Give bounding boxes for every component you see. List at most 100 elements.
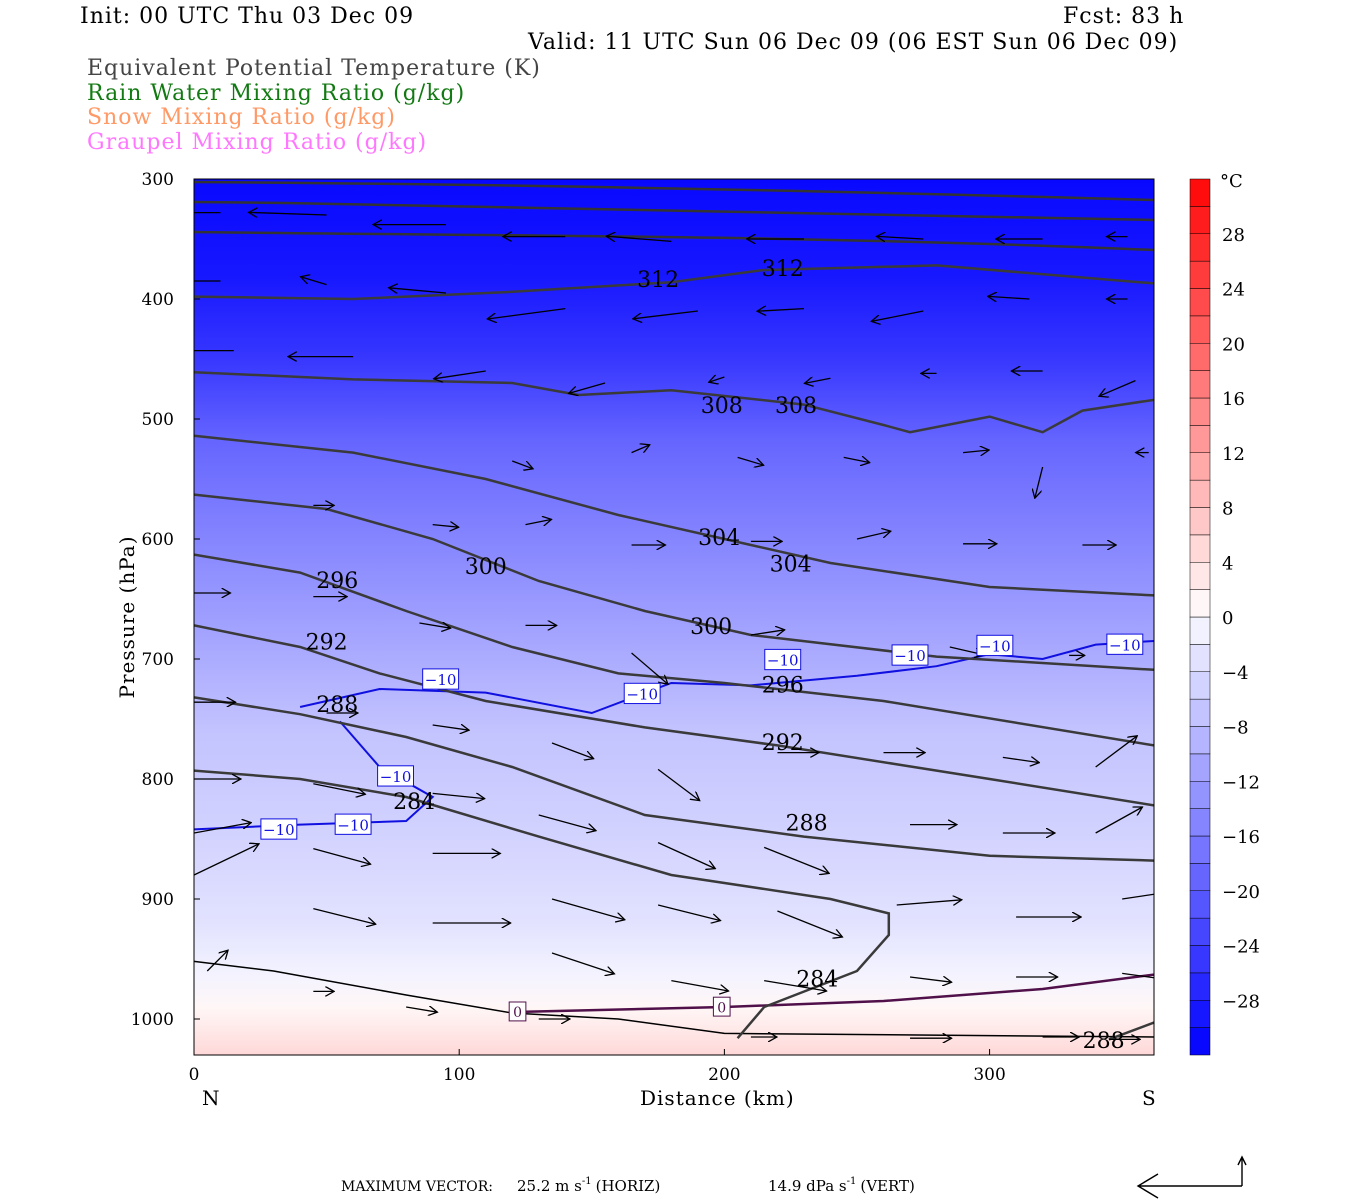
plot-area: −10 −10 −10 −10 −10 −10 −10 −10 −10 0 0 312 312 308 30… — [194, 179, 1154, 1055]
isotherm-label-group: 0 — [712, 996, 731, 1017]
colorbar-bin — [1189, 562, 1211, 590]
legend-graupel: Graupel Mixing Ratio (g/kg) — [87, 130, 428, 155]
isotherm-label-group: −10 — [764, 648, 802, 671]
isotherm-label-box — [891, 644, 929, 666]
colorbar-label: 0 — [1222, 608, 1233, 629]
colorbar-bin — [1189, 644, 1211, 672]
theta-e-label-group: 304 — [770, 552, 812, 577]
theta-e-label-group: 304 — [698, 526, 740, 551]
isotherm-label-box — [422, 668, 460, 690]
y-tick-label: 600 — [142, 530, 174, 550]
colorbar-bin — [1189, 863, 1211, 891]
wind-vector — [432, 793, 485, 798]
wind-vector — [804, 378, 831, 383]
isotherm-label-group: −10 — [260, 818, 298, 840]
colorbar-label: 8 — [1222, 499, 1233, 520]
y-tick-label: 500 — [142, 410, 174, 430]
max-vert-value: 14.9 dPa s-1 (VERT) — [768, 1176, 915, 1195]
isotherm-label: 0 — [513, 1005, 522, 1021]
wind-vector — [1095, 736, 1138, 768]
colorbar-bin — [1189, 397, 1211, 426]
colorbar-bin — [1189, 425, 1211, 453]
wind-vector — [856, 531, 891, 540]
wind-vector — [631, 445, 650, 454]
wind-vector — [1122, 972, 1154, 979]
theta-e-label-group: 312 — [762, 257, 804, 282]
wind-vector — [606, 236, 672, 243]
isotherm-label-group: −10 — [377, 765, 414, 787]
wind-vector — [434, 370, 486, 379]
wind-vector — [406, 1007, 437, 1012]
isotherm-label: −10 — [894, 647, 926, 665]
wind-vector — [657, 904, 720, 921]
colorbar-label: −20 — [1222, 882, 1260, 903]
colorbar-bin — [1189, 1027, 1211, 1056]
colorbar-label: −16 — [1222, 827, 1260, 848]
wind-vector — [249, 212, 327, 215]
theta-e-contour — [1108, 1021, 1154, 1041]
isotherm-label: −10 — [380, 768, 412, 786]
wind-vector — [671, 979, 728, 991]
colorbar-bin — [1189, 808, 1211, 837]
colorbar-bin — [1189, 343, 1211, 371]
plot-frame — [193, 178, 1155, 1056]
isotherm-label: −10 — [979, 638, 1011, 656]
wind-vector — [1002, 757, 1039, 762]
wind-vector — [631, 652, 668, 684]
theta-e-label-group: 300 — [690, 615, 732, 640]
legend-rain: Rain Water Mixing Ratio (g/kg) — [87, 81, 466, 106]
theta-e-label-group: 288 — [316, 693, 358, 718]
colorbar-label: −24 — [1222, 937, 1260, 958]
theta-e-label: 304 — [698, 526, 740, 551]
colorbar-bin — [1189, 233, 1211, 262]
theta-e-contour — [194, 180, 1154, 202]
colorbar-label: 24 — [1222, 280, 1245, 301]
theta-e-label-group: 284 — [796, 968, 838, 993]
theta-e-label: 292 — [306, 630, 348, 655]
colorbar-label: 16 — [1222, 389, 1245, 410]
colorbar-bin — [1189, 726, 1211, 755]
wind-vector — [988, 296, 1030, 299]
isotherm-label: 0 — [717, 1000, 726, 1016]
theta-e-label-group: 288 — [1083, 1029, 1125, 1054]
theta-e-label: 296 — [762, 674, 804, 699]
isotherm-minus10-line — [299, 640, 1154, 715]
north-label: N — [202, 1086, 220, 1110]
wind-vector — [757, 309, 804, 312]
wind-vector — [194, 844, 259, 876]
max-horiz-value: 25.2 m s-1 (HORIZ) — [517, 1176, 660, 1195]
theta-e-label-group: 296 — [762, 674, 804, 699]
theta-e-label-group: 300 — [465, 555, 507, 580]
theta-e-contour — [194, 624, 1154, 807]
colorbar-bin — [1189, 315, 1211, 344]
max-vector-label: MAXIMUM VECTOR: — [341, 1179, 493, 1195]
colorbar-bin — [1189, 945, 1211, 974]
wind-vector — [432, 525, 459, 528]
wind-vector — [1099, 380, 1136, 397]
wind-vector — [569, 382, 606, 393]
theta-e-label: 292 — [762, 731, 804, 756]
colorbar-bin — [1189, 1000, 1211, 1028]
isotherm-label: −10 — [767, 652, 799, 670]
x-tick-label: 200 — [708, 1065, 740, 1085]
theta-e-label-group: 312 — [637, 268, 679, 293]
x-tick-label: 0 — [189, 1065, 200, 1085]
wind-vector — [551, 952, 614, 974]
colorbar-label: −28 — [1222, 991, 1260, 1012]
colorbar-bin — [1189, 479, 1211, 508]
colorbar-bin — [1189, 671, 1211, 700]
legend-snow: Snow Mixing Ratio (g/kg) — [87, 105, 396, 130]
isotherm-label-group: 0 — [508, 1001, 527, 1022]
isotherm-label-group: −10 — [422, 668, 460, 690]
wind-vector — [896, 900, 962, 906]
colorbar-label: −8 — [1222, 718, 1249, 739]
y-tick-label: 300 — [142, 170, 174, 190]
wind-vector — [876, 236, 924, 239]
x-tick-label: 100 — [443, 1065, 475, 1085]
isotherm-label: −10 — [1109, 636, 1141, 654]
theta-e-contour — [194, 200, 1154, 222]
theta-e-contour — [194, 696, 1154, 862]
colorbar-bin — [1189, 698, 1211, 727]
